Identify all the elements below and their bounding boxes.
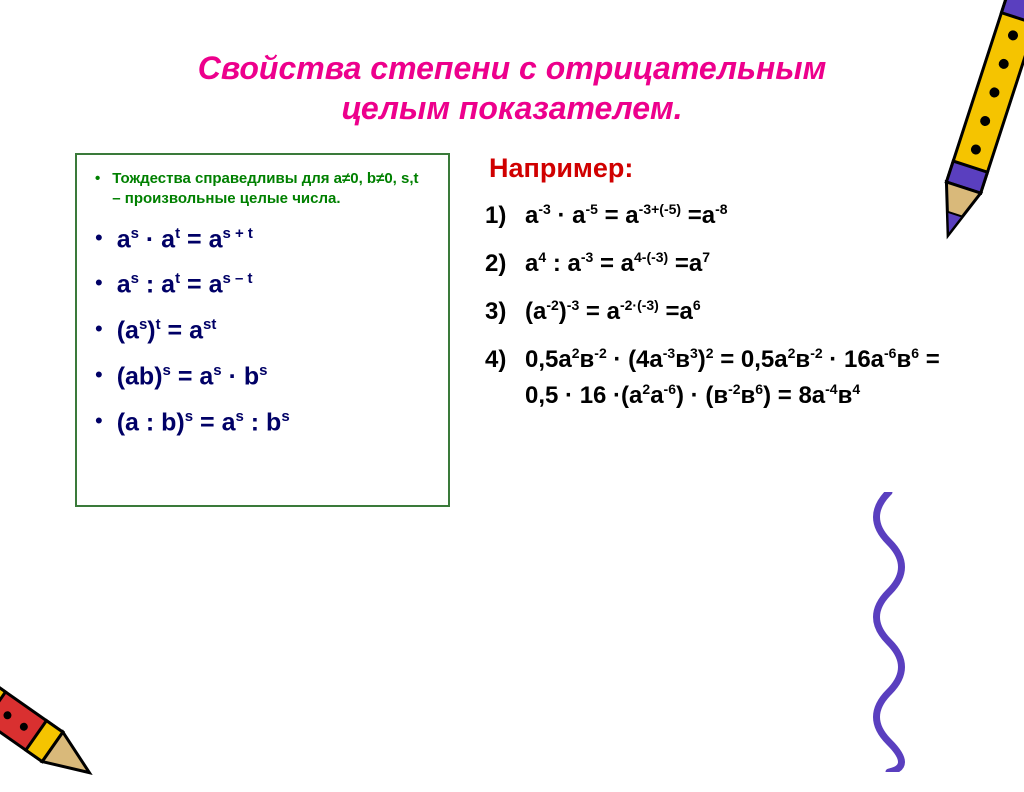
- crayon-decoration-top-right: [919, 0, 1024, 290]
- squiggle-decoration: [859, 492, 919, 772]
- rule-item: • (a : b)s = as : bs: [95, 409, 430, 437]
- example-formula: 0,5a2в-2 · (4a-3в3)2 = 0,5a2в-2 · 16a-6в…: [525, 342, 974, 414]
- example-formula: a4 : a-3 = a4-(-3) =a7: [525, 246, 710, 282]
- example-formula: a-3 · a-5 = a-3+(-5) =a-8: [525, 198, 728, 234]
- rule-formula: (as)t = ast: [117, 317, 217, 345]
- rule-formula: as · at = as + t: [117, 226, 253, 254]
- bullet-icon: •: [95, 317, 103, 341]
- examples-list: 1)a-3 · a-5 = a-3+(-5) =a-82)a4 : a-3 = …: [485, 198, 974, 414]
- content-area: • Тождества справедливы для a≠0, b≠0, s,…: [0, 128, 1024, 507]
- bullet-icon: •: [95, 271, 103, 295]
- example-item: 4)0,5a2в-2 · (4a-3в3)2 = 0,5a2в-2 · 16a-…: [485, 342, 974, 414]
- rule-item: • as · at = as + t: [95, 226, 430, 254]
- example-item: 2)a4 : a-3 = a4-(-3) =a7: [485, 246, 974, 282]
- crayon-decoration-bottom-left: [0, 682, 105, 792]
- example-number: 4): [485, 342, 525, 414]
- example-item: 1)a-3 · a-5 = a-3+(-5) =a-8: [485, 198, 974, 234]
- example-number: 2): [485, 246, 525, 282]
- bullet-icon: •: [95, 363, 103, 387]
- bullet-icon: •: [95, 409, 103, 433]
- title-line-1: Свойства степени с отрицательным: [198, 50, 827, 86]
- example-number: 1): [485, 198, 525, 234]
- properties-box: • Тождества справедливы для a≠0, b≠0, s,…: [75, 153, 450, 507]
- title-line-2: целым показателем.: [341, 90, 682, 126]
- conditions-body: Тождества справедливы для a≠0, b≠0, s,t …: [112, 169, 430, 210]
- examples-column: Например: 1)a-3 · a-5 = a-3+(-5) =a-82)a…: [485, 153, 974, 507]
- rules-list: • as · at = as + t • as : at = as – t • (as)t…: [95, 226, 430, 437]
- examples-heading: Например:: [489, 153, 974, 184]
- example-item: 3)(a-2)-3 = a-2·(-3) =a6: [485, 294, 974, 330]
- rule-item: • (as)t = ast: [95, 317, 430, 345]
- rule-formula: as : at = as – t: [117, 271, 253, 299]
- example-formula: (a-2)-3 = a-2·(-3) =a6: [525, 294, 701, 330]
- rule-formula: (a : b)s = as : bs: [117, 409, 290, 437]
- bullet-icon: •: [95, 226, 103, 250]
- rule-item: • as : at = as – t: [95, 271, 430, 299]
- conditions-text: • Тождества справедливы для a≠0, b≠0, s,…: [95, 169, 430, 210]
- bullet-icon: •: [95, 169, 100, 210]
- example-number: 3): [485, 294, 525, 330]
- slide-title: Свойства степени с отрицательным целым п…: [0, 0, 1024, 128]
- rule-item: • (ab)s = as · bs: [95, 363, 430, 391]
- rule-formula: (ab)s = as · bs: [117, 363, 268, 391]
